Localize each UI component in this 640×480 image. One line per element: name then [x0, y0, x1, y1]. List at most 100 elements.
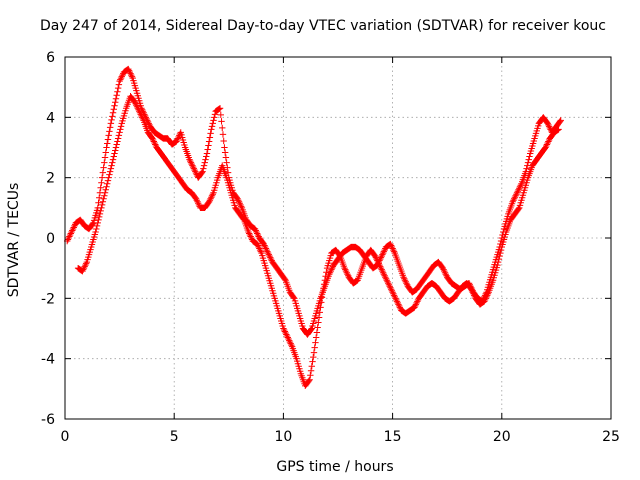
data-point [510, 195, 518, 202]
data-point [93, 222, 101, 230]
data-point [319, 289, 326, 296]
data-point [221, 149, 229, 156]
data-point [411, 302, 419, 310]
data-point [69, 227, 76, 234]
data-point [100, 164, 107, 171]
data-point [128, 71, 135, 79]
data-point [511, 194, 519, 201]
data-point [103, 144, 110, 151]
data-point [117, 126, 124, 133]
x-axis-title: GPS time / hours [276, 459, 393, 475]
data-point [441, 267, 448, 275]
data-point [543, 142, 550, 150]
data-point [126, 68, 133, 76]
data-point [96, 213, 103, 221]
data-point [387, 242, 395, 249]
x-tick-label: 20 [493, 429, 511, 445]
data-point [515, 186, 522, 193]
data-point [544, 139, 551, 147]
data-point [284, 334, 291, 341]
data-point [305, 377, 313, 384]
data-point [391, 293, 398, 301]
data-point [209, 120, 216, 127]
data-point [253, 230, 261, 237]
data-point [386, 283, 393, 290]
data-point [403, 280, 410, 287]
data-point [96, 194, 103, 201]
data-point [256, 245, 263, 252]
data-point [245, 230, 253, 237]
data-point [395, 302, 403, 310]
data-point [138, 114, 146, 121]
data-point [136, 108, 143, 115]
data-point [109, 113, 116, 120]
data-point [515, 205, 522, 213]
data-point [380, 271, 388, 278]
data-point [546, 124, 554, 132]
data-point [173, 136, 181, 144]
data-point [115, 81, 123, 88]
data-point [470, 292, 478, 299]
data-point [89, 220, 96, 228]
data-point [133, 103, 141, 110]
data-point [469, 289, 476, 296]
data-point [192, 169, 200, 177]
data-point [497, 246, 505, 254]
data-point [99, 169, 107, 176]
data-point [401, 275, 408, 282]
data-point [513, 189, 521, 196]
data-point [101, 159, 108, 166]
data-point [248, 234, 255, 242]
data-point [101, 154, 109, 161]
data-point [555, 126, 562, 133]
data-point [316, 309, 323, 316]
data-point [261, 242, 268, 249]
data-point [484, 290, 492, 298]
data-point [210, 117, 217, 124]
data-point [207, 195, 214, 202]
data-point [287, 340, 294, 347]
data-point [216, 105, 223, 112]
data-point [481, 298, 488, 305]
data-point [392, 295, 399, 302]
data-point [152, 141, 159, 148]
data-point [217, 111, 224, 119]
data-point [106, 171, 113, 178]
data-point [79, 267, 86, 275]
data-point [98, 174, 106, 181]
data-point [394, 299, 401, 307]
data-point [211, 111, 219, 118]
data-point [380, 248, 388, 255]
data-point [264, 249, 272, 257]
data-point [189, 162, 196, 169]
data-point [102, 149, 109, 156]
data-point [374, 258, 382, 266]
data-point [208, 123, 216, 130]
data-point [374, 257, 381, 264]
data-point [513, 191, 520, 198]
data-point [315, 319, 322, 326]
data-point [318, 294, 326, 301]
data-point [262, 243, 269, 251]
data-point [388, 287, 396, 294]
data-point [135, 106, 142, 113]
data-point [247, 233, 254, 240]
x-tick-label: 15 [384, 429, 402, 445]
data-point [82, 260, 90, 267]
data-point [133, 102, 140, 109]
data-point [131, 99, 139, 106]
data-point [198, 169, 206, 176]
data-point [484, 292, 491, 299]
x-tick-label: 10 [274, 429, 292, 445]
data-point [554, 126, 562, 134]
data-point [545, 138, 552, 145]
axis-ticks: 0 5 10 15 20 25 -6 -4 -2 0 2 4 6 [41, 50, 620, 445]
data-point [542, 144, 549, 151]
data-point [393, 296, 400, 304]
data-points [63, 65, 564, 390]
data-point [402, 278, 409, 285]
data-point [70, 224, 77, 231]
data-point [97, 207, 104, 215]
data-point [115, 132, 123, 139]
